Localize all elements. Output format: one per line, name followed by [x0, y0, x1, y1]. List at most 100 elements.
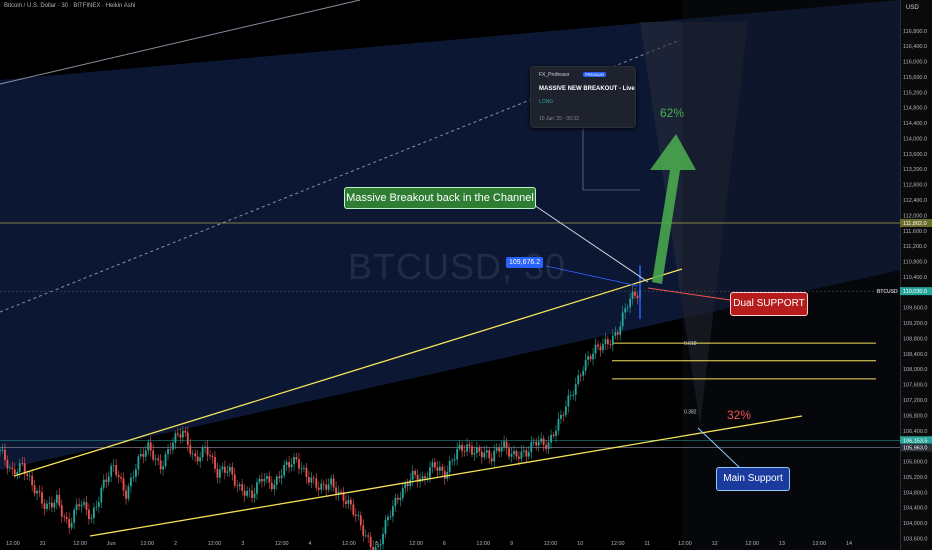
candle-body [569, 394, 572, 396]
candle-body [290, 464, 293, 468]
candle-body [535, 441, 538, 446]
candle-body [154, 458, 157, 460]
candle-body [268, 476, 271, 483]
candle-body [60, 505, 63, 517]
candle-body [520, 451, 523, 459]
x-tick-label: 6 [443, 541, 446, 547]
projection-cone [640, 22, 748, 425]
y-tick-label: 106,400.0 [903, 429, 927, 435]
candle-body [211, 456, 214, 457]
candle-body [476, 447, 478, 454]
candle-body [31, 475, 34, 486]
candle-body [0, 450, 1, 451]
candle-body [174, 433, 177, 443]
dual-support-callout[interactable]: Dual SUPPORT [730, 292, 808, 316]
candle-body [503, 441, 505, 448]
candle-body [367, 535, 370, 537]
candle-body [196, 456, 199, 462]
candle-body [189, 445, 192, 454]
candle-body [369, 536, 372, 548]
y-tick-label: 112,800.0 [903, 183, 927, 189]
upside-percent-label: 62% [660, 106, 685, 120]
level-badge-support-a-bg [900, 436, 932, 445]
candle-body [391, 506, 394, 517]
candle-body [530, 442, 533, 453]
candle-body [349, 499, 352, 505]
candle-body [399, 497, 402, 500]
candle-body [340, 491, 342, 493]
level-badge-resistance-bg [900, 219, 932, 227]
candle-body [130, 477, 132, 487]
idea-popup[interactable]: FX_Professor PREMIUM MASSIVE NEW BREAKOU… [530, 66, 636, 128]
popup-title[interactable]: MASSIVE NEW BREAKOUT - Live [539, 86, 635, 92]
candle-body [550, 434, 552, 443]
x-tick-label: 14 [846, 541, 852, 547]
y-tick-label: 109,600.0 [903, 306, 927, 312]
candle-body [540, 438, 543, 442]
y-tick-label: 108,400.0 [903, 352, 927, 358]
candle-body [169, 448, 172, 450]
candle-body [248, 490, 251, 492]
channel-upper-line [0, 0, 361, 85]
y-tick-label: 107,600.0 [903, 383, 927, 389]
candle-body [293, 456, 295, 465]
candle-body [164, 454, 167, 467]
breakout-callout[interactable]: Massive Breakout back in the Channel [344, 187, 536, 209]
candle-body [285, 462, 288, 465]
candle-body [58, 494, 61, 506]
candle-body [416, 474, 419, 482]
candle-body [204, 446, 206, 448]
candle-body [582, 370, 585, 376]
candle-body [485, 450, 488, 453]
candle-body [125, 490, 127, 499]
candle-body [478, 447, 481, 452]
x-tick-label: 9 [510, 541, 513, 547]
y-tick-label: 112,400.0 [903, 198, 927, 204]
candle-body [152, 450, 155, 460]
candle-body [310, 477, 313, 483]
candle-body [307, 477, 310, 483]
candle-body [8, 467, 11, 469]
candle-body [458, 444, 461, 449]
candle-body [387, 516, 389, 521]
candle-body [105, 479, 108, 482]
x-tick-label: 12:00 [544, 541, 558, 547]
candle-body [253, 493, 256, 498]
candle-body [434, 462, 436, 468]
x-tick-label: 12:00 [140, 541, 154, 547]
candle-body [364, 535, 367, 537]
candle-body [139, 453, 142, 457]
candle-body [409, 479, 412, 487]
candle-body [330, 478, 333, 485]
candle-body [495, 447, 498, 451]
main-support-callout[interactable]: Main Support [716, 467, 790, 491]
candle-body [300, 468, 303, 469]
price-axis-background [900, 0, 932, 550]
candle-body [258, 479, 261, 483]
candle-body [122, 478, 125, 491]
x-tick-label: 4 [308, 541, 311, 547]
upper-trendline [13, 268, 683, 477]
candle-body [21, 463, 24, 465]
candle-body [522, 450, 525, 452]
y-tick-label: 116,400.0 [903, 44, 927, 50]
candle-body [199, 457, 202, 462]
candle-body [518, 456, 520, 459]
candle-body [157, 458, 160, 461]
candle-body [372, 547, 375, 550]
candle-body [16, 471, 19, 475]
y-tick-label: 112,000.0 [903, 213, 927, 219]
candle-body [587, 356, 590, 360]
candle-body [233, 474, 236, 486]
popup-author[interactable]: FX_Professor [539, 72, 570, 78]
currency-label[interactable]: USD [906, 5, 919, 11]
candle-body [135, 469, 137, 478]
price-marker-label[interactable]: 109,676.2 [506, 257, 544, 268]
candle-body [270, 482, 273, 490]
candle-body [602, 344, 604, 351]
candle-body [201, 447, 204, 458]
candle-body [11, 467, 14, 470]
candle-body [95, 506, 98, 508]
y-tick-label: 113,600.0 [903, 152, 927, 158]
